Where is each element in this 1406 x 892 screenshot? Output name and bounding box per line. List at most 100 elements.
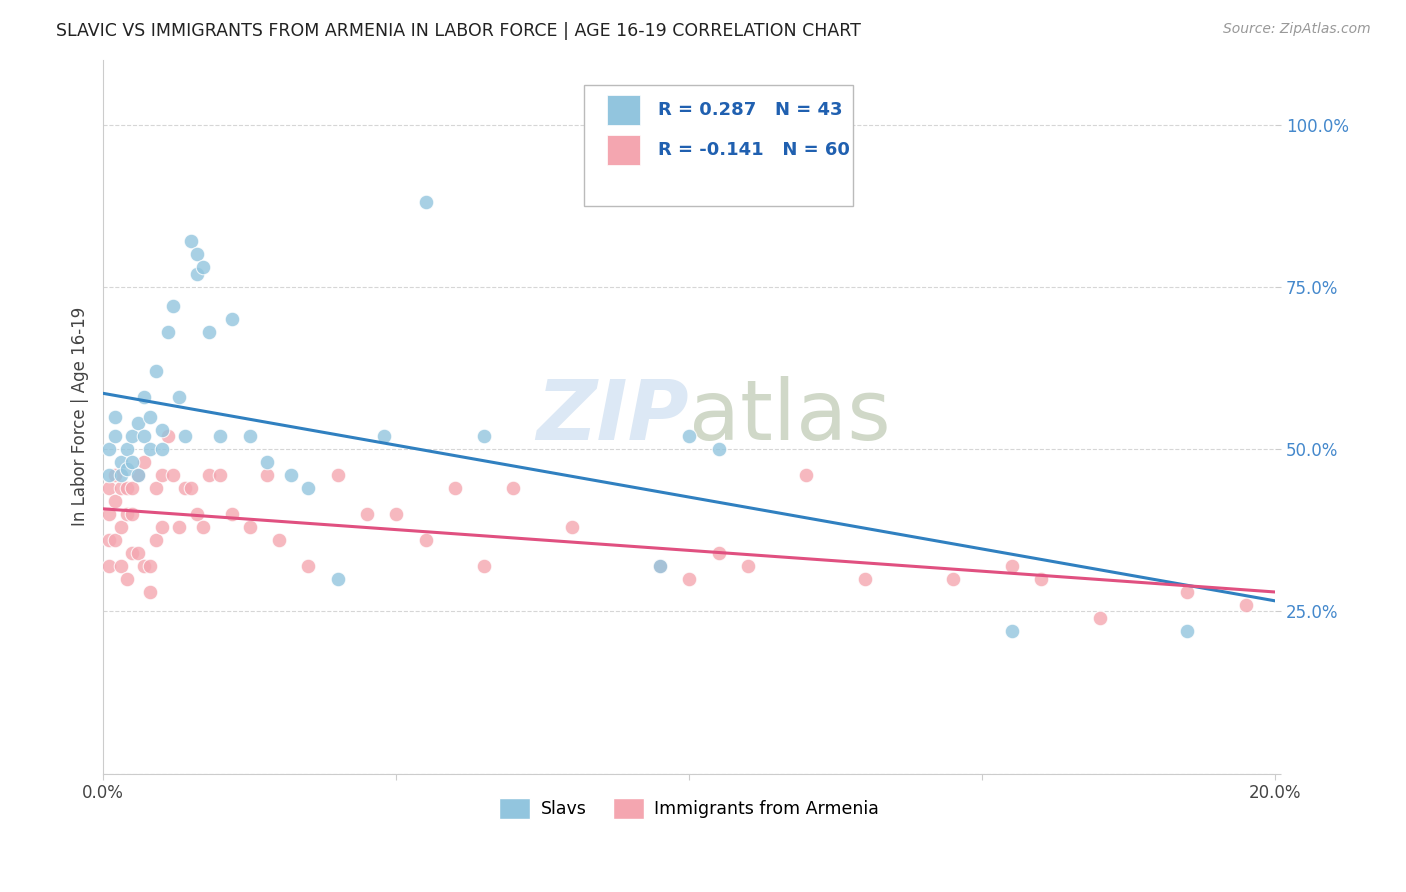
Immigrants from Armenia <box>239 520 262 534</box>
Slavs <box>648 559 671 574</box>
Immigrants from Armenia <box>256 468 278 483</box>
Immigrants from Armenia <box>326 468 349 483</box>
Immigrants from Armenia <box>104 533 127 547</box>
Immigrants from Armenia <box>127 546 149 560</box>
Immigrants from Armenia <box>209 468 232 483</box>
Immigrants from Armenia <box>1234 598 1257 612</box>
Immigrants from Armenia <box>197 468 219 483</box>
Immigrants from Armenia <box>98 507 121 521</box>
Immigrants from Armenia <box>98 559 121 574</box>
Immigrants from Armenia <box>942 572 965 586</box>
Slavs <box>98 468 121 483</box>
Slavs <box>169 390 191 404</box>
Slavs <box>326 572 349 586</box>
Immigrants from Armenia <box>796 468 818 483</box>
Immigrants from Armenia <box>134 559 156 574</box>
Legend: Slavs, Immigrants from Armenia: Slavs, Immigrants from Armenia <box>492 790 886 826</box>
Immigrants from Armenia <box>110 520 132 534</box>
Slavs <box>186 247 208 261</box>
Slavs <box>139 442 162 457</box>
Immigrants from Armenia <box>127 468 149 483</box>
Immigrants from Armenia <box>267 533 290 547</box>
Slavs <box>134 390 156 404</box>
Immigrants from Armenia <box>134 455 156 469</box>
Immigrants from Armenia <box>174 481 197 495</box>
Slavs <box>180 235 202 249</box>
Text: SLAVIC VS IMMIGRANTS FROM ARMENIA IN LABOR FORCE | AGE 16-19 CORRELATION CHART: SLAVIC VS IMMIGRANTS FROM ARMENIA IN LAB… <box>56 22 860 40</box>
Immigrants from Armenia <box>1088 611 1111 625</box>
Text: R = -0.141   N = 60: R = -0.141 N = 60 <box>658 141 849 160</box>
Immigrants from Armenia <box>104 468 127 483</box>
Slavs <box>110 468 132 483</box>
Immigrants from Armenia <box>156 429 179 443</box>
Slavs <box>98 442 121 457</box>
Immigrants from Armenia <box>110 481 132 495</box>
Slavs <box>209 429 232 443</box>
Immigrants from Armenia <box>180 481 202 495</box>
Immigrants from Armenia <box>115 507 138 521</box>
Immigrants from Armenia <box>139 585 162 599</box>
Immigrants from Armenia <box>356 507 378 521</box>
Slavs <box>127 468 149 483</box>
Slavs <box>150 423 173 437</box>
Immigrants from Armenia <box>186 507 208 521</box>
Slavs <box>280 468 302 483</box>
Slavs <box>115 461 138 475</box>
Immigrants from Armenia <box>104 494 127 508</box>
Immigrants from Armenia <box>121 507 143 521</box>
Slavs <box>1001 624 1024 638</box>
Immigrants from Armenia <box>707 546 730 560</box>
Immigrants from Armenia <box>297 559 319 574</box>
Immigrants from Armenia <box>162 468 184 483</box>
Immigrants from Armenia <box>121 546 143 560</box>
Slavs <box>297 481 319 495</box>
Immigrants from Armenia <box>737 559 759 574</box>
Immigrants from Armenia <box>98 533 121 547</box>
Immigrants from Armenia <box>561 520 583 534</box>
Immigrants from Armenia <box>98 481 121 495</box>
Immigrants from Armenia <box>1029 572 1052 586</box>
Immigrants from Armenia <box>648 559 671 574</box>
Y-axis label: In Labor Force | Age 16-19: In Labor Force | Age 16-19 <box>72 307 89 526</box>
Slavs <box>239 429 262 443</box>
Text: atlas: atlas <box>689 376 891 458</box>
Immigrants from Armenia <box>139 559 162 574</box>
Slavs <box>162 299 184 313</box>
Slavs <box>121 455 143 469</box>
Slavs <box>707 442 730 457</box>
Immigrants from Armenia <box>115 572 138 586</box>
Immigrants from Armenia <box>853 572 876 586</box>
Immigrants from Armenia <box>145 481 167 495</box>
Slavs <box>145 364 167 378</box>
Slavs <box>415 195 437 210</box>
Slavs <box>221 312 243 326</box>
Immigrants from Armenia <box>150 468 173 483</box>
FancyBboxPatch shape <box>607 95 640 125</box>
Text: Source: ZipAtlas.com: Source: ZipAtlas.com <box>1223 22 1371 37</box>
Immigrants from Armenia <box>472 559 495 574</box>
Slavs <box>1177 624 1199 638</box>
Immigrants from Armenia <box>1177 585 1199 599</box>
Immigrants from Armenia <box>191 520 214 534</box>
Immigrants from Armenia <box>502 481 524 495</box>
Immigrants from Armenia <box>385 507 408 521</box>
FancyBboxPatch shape <box>607 136 640 165</box>
Slavs <box>127 416 149 430</box>
Slavs <box>256 455 278 469</box>
Immigrants from Armenia <box>110 559 132 574</box>
Immigrants from Armenia <box>443 481 465 495</box>
Slavs <box>110 455 132 469</box>
Slavs <box>197 326 219 340</box>
Slavs <box>139 409 162 424</box>
Slavs <box>373 429 395 443</box>
Text: R = 0.287   N = 43: R = 0.287 N = 43 <box>658 102 842 120</box>
Slavs <box>156 326 179 340</box>
Slavs <box>150 442 173 457</box>
Immigrants from Armenia <box>1001 559 1024 574</box>
Immigrants from Armenia <box>415 533 437 547</box>
FancyBboxPatch shape <box>583 85 853 206</box>
Slavs <box>678 429 700 443</box>
Immigrants from Armenia <box>678 572 700 586</box>
Immigrants from Armenia <box>150 520 173 534</box>
Slavs <box>121 429 143 443</box>
